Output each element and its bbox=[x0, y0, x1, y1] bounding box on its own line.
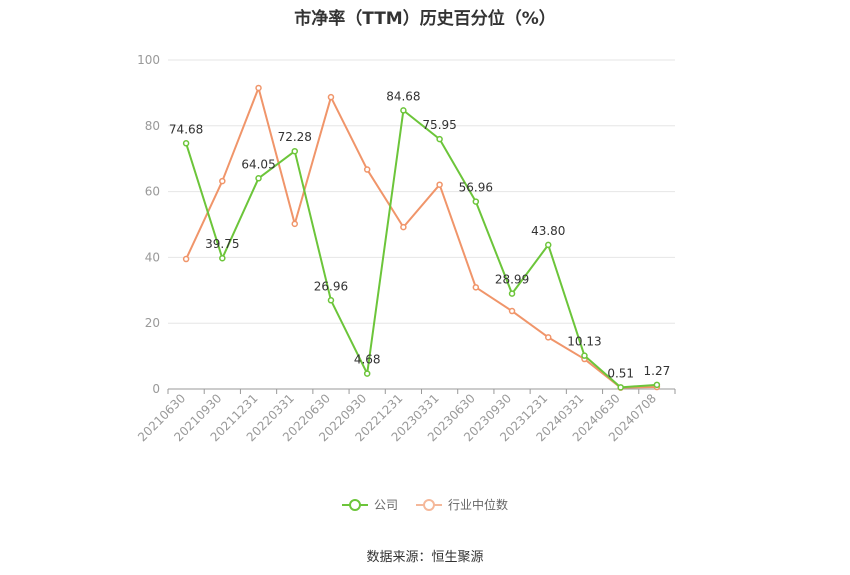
point-company bbox=[617, 384, 624, 391]
point-industry bbox=[363, 166, 371, 173]
point-industry bbox=[182, 255, 190, 263]
data-label-company: 72.28 bbox=[278, 130, 312, 144]
series-line-industry bbox=[185, 86, 657, 389]
y-tick-label: 20 bbox=[145, 316, 160, 330]
point-industry bbox=[508, 307, 516, 315]
chart-title: 市净率（TTM）历史百分位（%） bbox=[294, 9, 556, 29]
point-industry bbox=[327, 93, 335, 101]
point-company bbox=[400, 107, 407, 114]
y-tick-label: 60 bbox=[145, 185, 160, 199]
point-industry bbox=[436, 181, 443, 188]
data-label-company: 4.68 bbox=[354, 353, 381, 367]
legend-label-company: 公司 bbox=[373, 498, 398, 512]
point-industry bbox=[291, 220, 298, 228]
point-company bbox=[363, 370, 371, 377]
point-company bbox=[581, 352, 588, 359]
chart-plot: 0204060801002021063020210930202112312022… bbox=[135, 53, 676, 444]
data-label-company: 28.99 bbox=[495, 273, 529, 287]
data-label-company: 0.51 bbox=[607, 366, 634, 380]
data-label-company: 39.75 bbox=[205, 237, 239, 251]
data-label-company: 74.68 bbox=[169, 122, 203, 136]
legend-swatch-company bbox=[341, 498, 368, 512]
point-industry bbox=[400, 223, 407, 231]
grid-lines bbox=[168, 59, 675, 324]
point-industry bbox=[545, 334, 552, 341]
point-company bbox=[182, 140, 190, 147]
y-tick-label: 80 bbox=[145, 119, 160, 133]
data-label-company: 10.13 bbox=[567, 335, 601, 349]
point-industry bbox=[219, 177, 226, 185]
point-company bbox=[327, 297, 335, 304]
legend: 公司 行业中位数 bbox=[0, 496, 850, 513]
data-label-company: 64.05 bbox=[241, 157, 275, 171]
y-tick-label: 40 bbox=[145, 250, 160, 264]
data-label-company: 56.96 bbox=[459, 181, 493, 195]
y-tick-label: 0 bbox=[152, 382, 160, 396]
series-line-company bbox=[185, 109, 657, 389]
point-company bbox=[472, 198, 480, 205]
point-company bbox=[255, 175, 262, 182]
data-label-company: 75.95 bbox=[422, 118, 456, 132]
point-company bbox=[436, 135, 443, 143]
legend-label-industry: 行业中位数 bbox=[448, 498, 509, 512]
data-label-company: 26.96 bbox=[314, 279, 348, 293]
point-company bbox=[653, 381, 661, 389]
point-industry bbox=[255, 84, 262, 92]
point-company bbox=[545, 241, 552, 249]
point-company bbox=[291, 147, 298, 155]
data-source: 数据来源：恒生聚源 bbox=[366, 550, 484, 565]
data-label-company: 1.27 bbox=[644, 364, 671, 378]
point-industry bbox=[472, 284, 480, 291]
data-label-company: 84.68 bbox=[386, 89, 420, 103]
point-company bbox=[219, 254, 226, 262]
legend-item-company[interactable]: 公司 bbox=[341, 496, 398, 513]
legend-swatch-industry bbox=[416, 498, 442, 512]
data-label-company: 43.80 bbox=[531, 224, 565, 238]
y-tick-label: 100 bbox=[137, 53, 160, 67]
series-layer bbox=[182, 84, 661, 391]
legend-item-industry[interactable]: 行业中位数 bbox=[416, 496, 508, 513]
point-company bbox=[508, 290, 516, 297]
